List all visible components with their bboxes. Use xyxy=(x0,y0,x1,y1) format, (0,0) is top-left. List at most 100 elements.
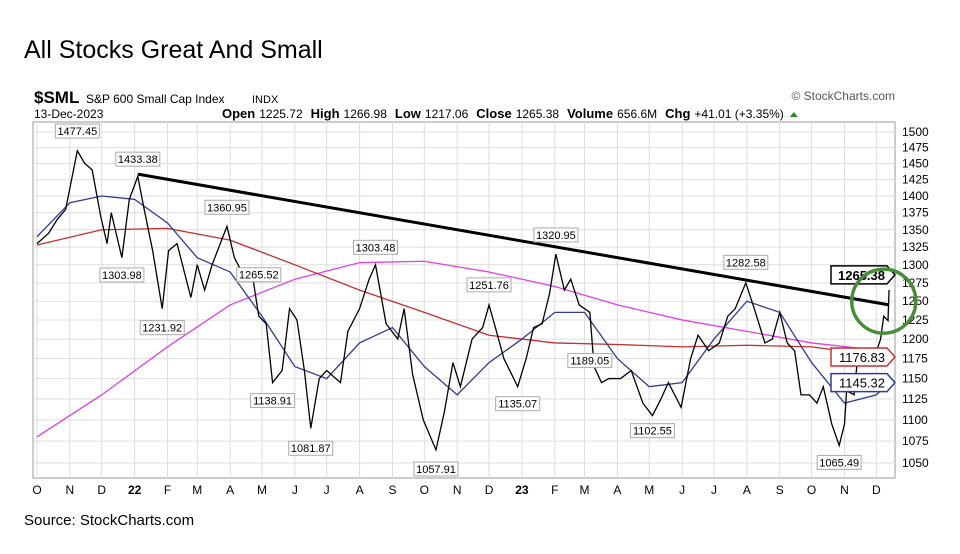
y-tick-label: 1125 xyxy=(902,392,928,406)
annotation-box xyxy=(236,267,282,283)
x-tick-label: M xyxy=(192,483,202,497)
x-tick-label: J xyxy=(679,483,685,497)
x-tick-label: D xyxy=(485,483,494,497)
x-tick-label: S xyxy=(776,483,784,497)
y-tick-label: 1200 xyxy=(902,332,929,346)
quote-key-low: Low xyxy=(395,106,422,121)
x-tick-label: M xyxy=(644,483,654,497)
x-tick-label: 23 xyxy=(515,483,529,497)
x-tick-label: M xyxy=(257,483,267,497)
moving-average-line-1 xyxy=(36,227,890,358)
y-tick-label: 1150 xyxy=(902,372,928,386)
annotation-label: 1189.05 xyxy=(570,356,609,368)
annotation-box xyxy=(288,440,334,456)
x-tick-label: O xyxy=(807,483,816,497)
exchange: INDX xyxy=(252,94,279,106)
highlight-circle xyxy=(850,267,918,335)
annotation-box xyxy=(54,123,100,139)
y-tick-label: 1075 xyxy=(902,434,929,448)
moving-average-line-0 xyxy=(36,260,890,438)
annotation-box xyxy=(495,396,541,412)
x-tick-label: F xyxy=(164,483,171,497)
annotation-label: 1138.91 xyxy=(253,396,292,408)
annotation-box xyxy=(352,239,398,255)
y-tick-label: 1100 xyxy=(902,413,928,427)
x-tick-label: J xyxy=(292,483,298,497)
moving-average-line-2 xyxy=(36,195,890,404)
annotation-label: 1135.07 xyxy=(498,399,537,411)
y-tick-label: 1500 xyxy=(902,125,929,139)
annotation-label: 1303.98 xyxy=(102,270,142,282)
annotation-box xyxy=(115,151,161,167)
annotation-box xyxy=(723,254,769,270)
x-tick-label: O xyxy=(420,483,429,497)
quote-value-close: 1265.38 xyxy=(516,107,560,121)
y-tick-label: 1325 xyxy=(902,240,929,254)
quote-key-close: Close xyxy=(476,106,511,121)
y-tick-label: 1050 xyxy=(902,456,929,470)
annotation-box xyxy=(99,267,145,283)
quote-key-chg: Chg xyxy=(665,106,690,121)
y-tick-label: 1450 xyxy=(902,156,929,170)
annotation-box xyxy=(629,423,675,439)
quote-value-chg: +41.01 (+3.35%) xyxy=(694,107,783,121)
annotation-label: 1477.45 xyxy=(57,126,97,138)
annotation-label: 1360.95 xyxy=(207,202,247,214)
x-tick-label: A xyxy=(743,483,751,497)
annotation-box xyxy=(139,320,185,336)
price-line xyxy=(36,148,890,452)
annotation-label: 1282.58 xyxy=(726,257,766,269)
source-caption: Source: StockCharts.com xyxy=(24,512,195,529)
watermark: © StockCharts.com xyxy=(791,89,895,103)
annotation-label: 1320.95 xyxy=(536,230,576,242)
chart-date: 13-Dec-2023 xyxy=(34,107,104,121)
x-tick-label: O xyxy=(32,483,41,497)
annotation-label: 1433.38 xyxy=(118,154,158,166)
x-tick-label: A xyxy=(226,483,234,497)
y-tick-label: 1350 xyxy=(902,223,929,237)
annotation-label: 1065.49 xyxy=(819,457,859,469)
plot-area xyxy=(32,121,896,479)
annotation-box xyxy=(816,454,862,470)
quote-key-high: High xyxy=(311,106,340,121)
y-tick-label: 1425 xyxy=(902,173,929,187)
x-tick-label: J xyxy=(711,483,717,497)
annotation-box xyxy=(466,277,512,293)
up-arrow-icon xyxy=(789,112,798,117)
annotation-label: 1231.92 xyxy=(142,323,182,335)
annotation-box xyxy=(413,461,459,477)
annotation-label: 1102.55 xyxy=(633,426,672,438)
x-tick-label: J xyxy=(324,483,330,497)
annotation-box xyxy=(533,227,579,243)
y-tick-label: 1175 xyxy=(902,352,928,366)
x-tick-label: D xyxy=(872,483,881,497)
ma-value-label-1: 1176.83 xyxy=(839,350,885,365)
x-tick-label: N xyxy=(453,483,462,497)
x-tick-label: 22 xyxy=(128,483,142,497)
annotation-box xyxy=(567,353,613,369)
x-tick-label: N xyxy=(66,483,75,497)
quote-value-low: 1217.06 xyxy=(425,107,469,121)
y-tick-label: 1400 xyxy=(902,189,929,203)
ma-value-label-2: 1145.32 xyxy=(839,376,885,391)
symbol: $SML xyxy=(34,88,79,107)
quote-key-volume: Volume xyxy=(567,106,613,121)
ma-value-label-2-box xyxy=(830,372,897,393)
annotation-label: 1081.87 xyxy=(291,443,331,455)
annotation-label: 1265.52 xyxy=(239,270,279,282)
annotation-label: 1251.76 xyxy=(469,280,509,292)
x-tick-label: N xyxy=(840,483,849,497)
x-tick-label: S xyxy=(388,483,396,497)
y-tick-label: 1475 xyxy=(902,141,929,155)
x-tick-label: M xyxy=(580,483,590,497)
annotation-label: 1057.91 xyxy=(416,464,456,476)
annotation-box xyxy=(250,393,296,409)
slide-title: All Stocks Great And Small xyxy=(24,36,323,64)
quote-value-volume: 656.6M xyxy=(617,107,657,121)
y-tick-label: 1375 xyxy=(902,206,929,220)
annotation-label: 1303.48 xyxy=(356,242,396,254)
x-tick-label: D xyxy=(97,483,106,497)
annotation-box xyxy=(204,199,250,215)
quote-value-high: 1266.98 xyxy=(344,107,388,121)
